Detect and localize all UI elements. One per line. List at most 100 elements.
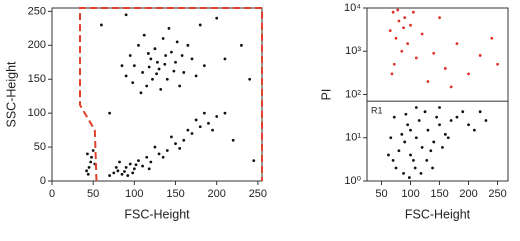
event-point bbox=[443, 132, 447, 136]
x-tick-label: 150 bbox=[430, 188, 448, 200]
event-point bbox=[431, 166, 434, 170]
event-point bbox=[231, 138, 235, 142]
event-point bbox=[484, 119, 488, 122]
event-point bbox=[108, 111, 112, 115]
event-point bbox=[446, 136, 450, 140]
event-point bbox=[147, 167, 151, 171]
event-point bbox=[438, 123, 441, 127]
event-point bbox=[163, 62, 167, 66]
event-point bbox=[123, 170, 126, 173]
event-point bbox=[443, 67, 447, 70]
event-point bbox=[426, 128, 430, 132]
event-point bbox=[472, 128, 476, 132]
event-point bbox=[392, 115, 396, 119]
event-point bbox=[198, 125, 202, 129]
event-point bbox=[413, 166, 417, 170]
event-point bbox=[132, 64, 136, 68]
event-point bbox=[215, 16, 219, 20]
event-point bbox=[165, 77, 169, 81]
event-point bbox=[190, 57, 194, 61]
event-point bbox=[145, 84, 149, 88]
event-point bbox=[153, 145, 157, 149]
event-point bbox=[432, 51, 436, 55]
event-point bbox=[190, 132, 194, 135]
event-point bbox=[207, 121, 210, 125]
event-point bbox=[112, 171, 116, 175]
event-point bbox=[194, 118, 198, 122]
event-point bbox=[414, 56, 418, 60]
event-point bbox=[120, 64, 124, 68]
event-point bbox=[407, 176, 411, 179]
event-point bbox=[455, 42, 459, 46]
event-point bbox=[141, 71, 144, 74]
event-point bbox=[147, 65, 151, 69]
event-point bbox=[156, 60, 159, 64]
event-point bbox=[409, 23, 412, 27]
event-point bbox=[406, 42, 410, 46]
event-point bbox=[402, 171, 405, 175]
event-point bbox=[400, 49, 404, 53]
event-point bbox=[478, 110, 482, 114]
event-point bbox=[397, 19, 401, 23]
event-point bbox=[149, 160, 153, 164]
event-point bbox=[414, 136, 418, 140]
y-tick-label: 250 bbox=[28, 5, 46, 17]
event-point bbox=[86, 152, 89, 156]
event-point bbox=[438, 16, 441, 19]
event-point bbox=[124, 74, 128, 78]
event-point bbox=[449, 119, 453, 122]
x-tick-label: 50 bbox=[87, 188, 99, 200]
event-point bbox=[167, 26, 171, 30]
event-point bbox=[403, 16, 407, 19]
x-axis-title: FSC-Height bbox=[124, 207, 190, 221]
event-point bbox=[387, 153, 390, 157]
x-tick-label: 150 bbox=[166, 188, 184, 200]
event-point bbox=[496, 62, 499, 66]
event-point bbox=[182, 71, 186, 74]
event-point bbox=[420, 32, 424, 36]
event-point bbox=[478, 54, 482, 57]
event-point bbox=[223, 111, 227, 115]
event-point bbox=[211, 128, 214, 132]
event-point bbox=[389, 136, 393, 140]
x-tick-label: 50 bbox=[375, 188, 387, 200]
event-point bbox=[108, 174, 112, 177]
event-point bbox=[202, 64, 206, 68]
event-point bbox=[180, 54, 184, 57]
event-point bbox=[137, 43, 140, 47]
event-point bbox=[128, 162, 132, 166]
event-point bbox=[412, 158, 415, 162]
event-point bbox=[155, 72, 158, 76]
event-point bbox=[419, 171, 423, 175]
event-point bbox=[141, 164, 144, 168]
event-point bbox=[85, 169, 88, 173]
event-point bbox=[178, 147, 182, 150]
event-point bbox=[409, 153, 412, 157]
event-point bbox=[441, 145, 444, 149]
event-point bbox=[240, 43, 243, 47]
event-point bbox=[461, 110, 465, 114]
event-point bbox=[124, 13, 128, 17]
event-point bbox=[100, 23, 103, 27]
event-point bbox=[455, 115, 459, 119]
event-point bbox=[186, 43, 190, 47]
gate bbox=[79, 7, 263, 182]
event-point bbox=[142, 33, 146, 37]
event-point bbox=[145, 155, 149, 159]
event-point bbox=[86, 172, 90, 176]
event-point bbox=[164, 54, 168, 57]
y-tick-label: 0 bbox=[40, 175, 46, 187]
event-point bbox=[157, 152, 161, 156]
event-point bbox=[178, 84, 182, 88]
x-tick-label: 250 bbox=[488, 188, 506, 200]
event-point bbox=[161, 155, 165, 159]
event-point bbox=[118, 160, 121, 164]
event-point bbox=[87, 166, 91, 169]
event-point bbox=[392, 62, 396, 66]
event-point bbox=[435, 115, 439, 119]
event-point bbox=[131, 171, 135, 175]
event-point bbox=[400, 132, 404, 136]
event-point bbox=[414, 106, 418, 109]
